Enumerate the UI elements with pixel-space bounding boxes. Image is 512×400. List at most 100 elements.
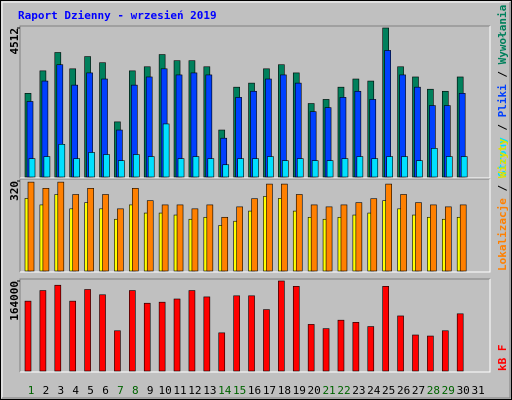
bar bbox=[176, 204, 184, 272]
bar bbox=[248, 295, 255, 372]
y-tick-label: 164000 bbox=[8, 281, 21, 321]
bar bbox=[397, 315, 404, 372]
bar bbox=[192, 156, 200, 178]
bar bbox=[251, 198, 258, 272]
bar bbox=[322, 328, 330, 372]
bar bbox=[133, 154, 140, 178]
bar bbox=[386, 156, 393, 178]
bar bbox=[207, 158, 215, 178]
bar bbox=[296, 158, 304, 178]
bar bbox=[236, 206, 243, 272]
bar bbox=[73, 158, 81, 178]
bar bbox=[400, 194, 407, 272]
x-tick-label: 16 bbox=[248, 384, 261, 397]
bar bbox=[267, 156, 274, 178]
bar bbox=[39, 290, 47, 372]
bar bbox=[28, 158, 36, 178]
bar bbox=[221, 216, 229, 272]
bar bbox=[114, 330, 121, 372]
x-tick-label: 5 bbox=[87, 384, 94, 397]
bar bbox=[57, 181, 65, 272]
x-tick-label: 17 bbox=[263, 384, 276, 397]
x-tick-label: 28 bbox=[427, 384, 440, 397]
x-tick-label: 19 bbox=[293, 384, 306, 397]
bar bbox=[355, 202, 363, 272]
legend-separator: / bbox=[496, 117, 509, 137]
y-tick-label: 4512 bbox=[8, 28, 21, 55]
panel-border bbox=[20, 279, 491, 373]
x-tick-label: 20 bbox=[308, 384, 321, 397]
bar bbox=[42, 188, 50, 272]
bar bbox=[282, 160, 289, 178]
bar bbox=[310, 204, 318, 272]
bar bbox=[102, 194, 109, 272]
legend-entry: Wizyty bbox=[496, 138, 509, 178]
x-tick-label: 18 bbox=[278, 384, 291, 397]
panel-border bbox=[19, 178, 490, 272]
bar bbox=[191, 208, 199, 272]
bar bbox=[206, 204, 214, 272]
bar bbox=[84, 289, 91, 372]
panel-border bbox=[20, 179, 491, 273]
x-tick-label: 26 bbox=[397, 384, 410, 397]
x-tick-label: 11 bbox=[173, 384, 186, 397]
bar bbox=[103, 154, 110, 178]
legend: Strony / Pliki / Wywołania bbox=[496, 5, 509, 177]
bar bbox=[281, 183, 288, 272]
x-tick-label: 12 bbox=[188, 384, 201, 397]
bar bbox=[356, 156, 364, 178]
y-tick-label: 320 bbox=[8, 181, 21, 201]
bar bbox=[147, 156, 155, 178]
bar bbox=[118, 160, 125, 178]
panel-border bbox=[19, 278, 490, 372]
legend-separator: / bbox=[496, 178, 509, 198]
legend-entry: Wywołania bbox=[496, 5, 509, 65]
x-tick-label: 30 bbox=[457, 384, 470, 397]
bar bbox=[278, 280, 285, 372]
bar bbox=[292, 286, 300, 372]
bar bbox=[370, 198, 378, 272]
bar bbox=[43, 156, 51, 178]
x-tick-label: 23 bbox=[352, 384, 365, 397]
bar bbox=[24, 300, 32, 372]
x-tick-label: 22 bbox=[337, 384, 350, 397]
bar bbox=[27, 181, 35, 272]
bar bbox=[341, 158, 349, 178]
bar bbox=[367, 326, 375, 372]
bar bbox=[459, 204, 467, 272]
x-tick-label: 2 bbox=[43, 384, 50, 397]
bar bbox=[401, 156, 408, 178]
x-tick-label: 21 bbox=[322, 384, 335, 397]
bar bbox=[69, 300, 77, 372]
panel-border bbox=[20, 26, 491, 179]
bar bbox=[430, 204, 437, 272]
bar bbox=[295, 194, 303, 272]
x-tick-label: 8 bbox=[132, 384, 139, 397]
bar bbox=[340, 204, 348, 272]
bar bbox=[161, 204, 169, 272]
bar bbox=[87, 188, 94, 272]
x-tick-label: 24 bbox=[367, 384, 381, 397]
x-tick-label: 27 bbox=[412, 384, 425, 397]
bar bbox=[352, 322, 360, 372]
panel-border bbox=[19, 25, 490, 178]
bar bbox=[218, 332, 226, 372]
x-tick-label: 14 bbox=[218, 384, 232, 397]
bar bbox=[307, 324, 315, 372]
bar bbox=[146, 200, 154, 272]
bar bbox=[54, 284, 62, 372]
legend: Lokalizacje / Wizyty bbox=[496, 138, 509, 271]
bar bbox=[129, 290, 136, 372]
legend: kB F bbox=[496, 345, 509, 372]
bar bbox=[158, 301, 166, 372]
bar bbox=[188, 290, 196, 372]
bar bbox=[177, 158, 185, 178]
bar bbox=[382, 286, 389, 372]
bar bbox=[337, 319, 345, 372]
bar bbox=[99, 294, 106, 372]
panel bbox=[20, 279, 490, 372]
bar bbox=[117, 208, 124, 272]
